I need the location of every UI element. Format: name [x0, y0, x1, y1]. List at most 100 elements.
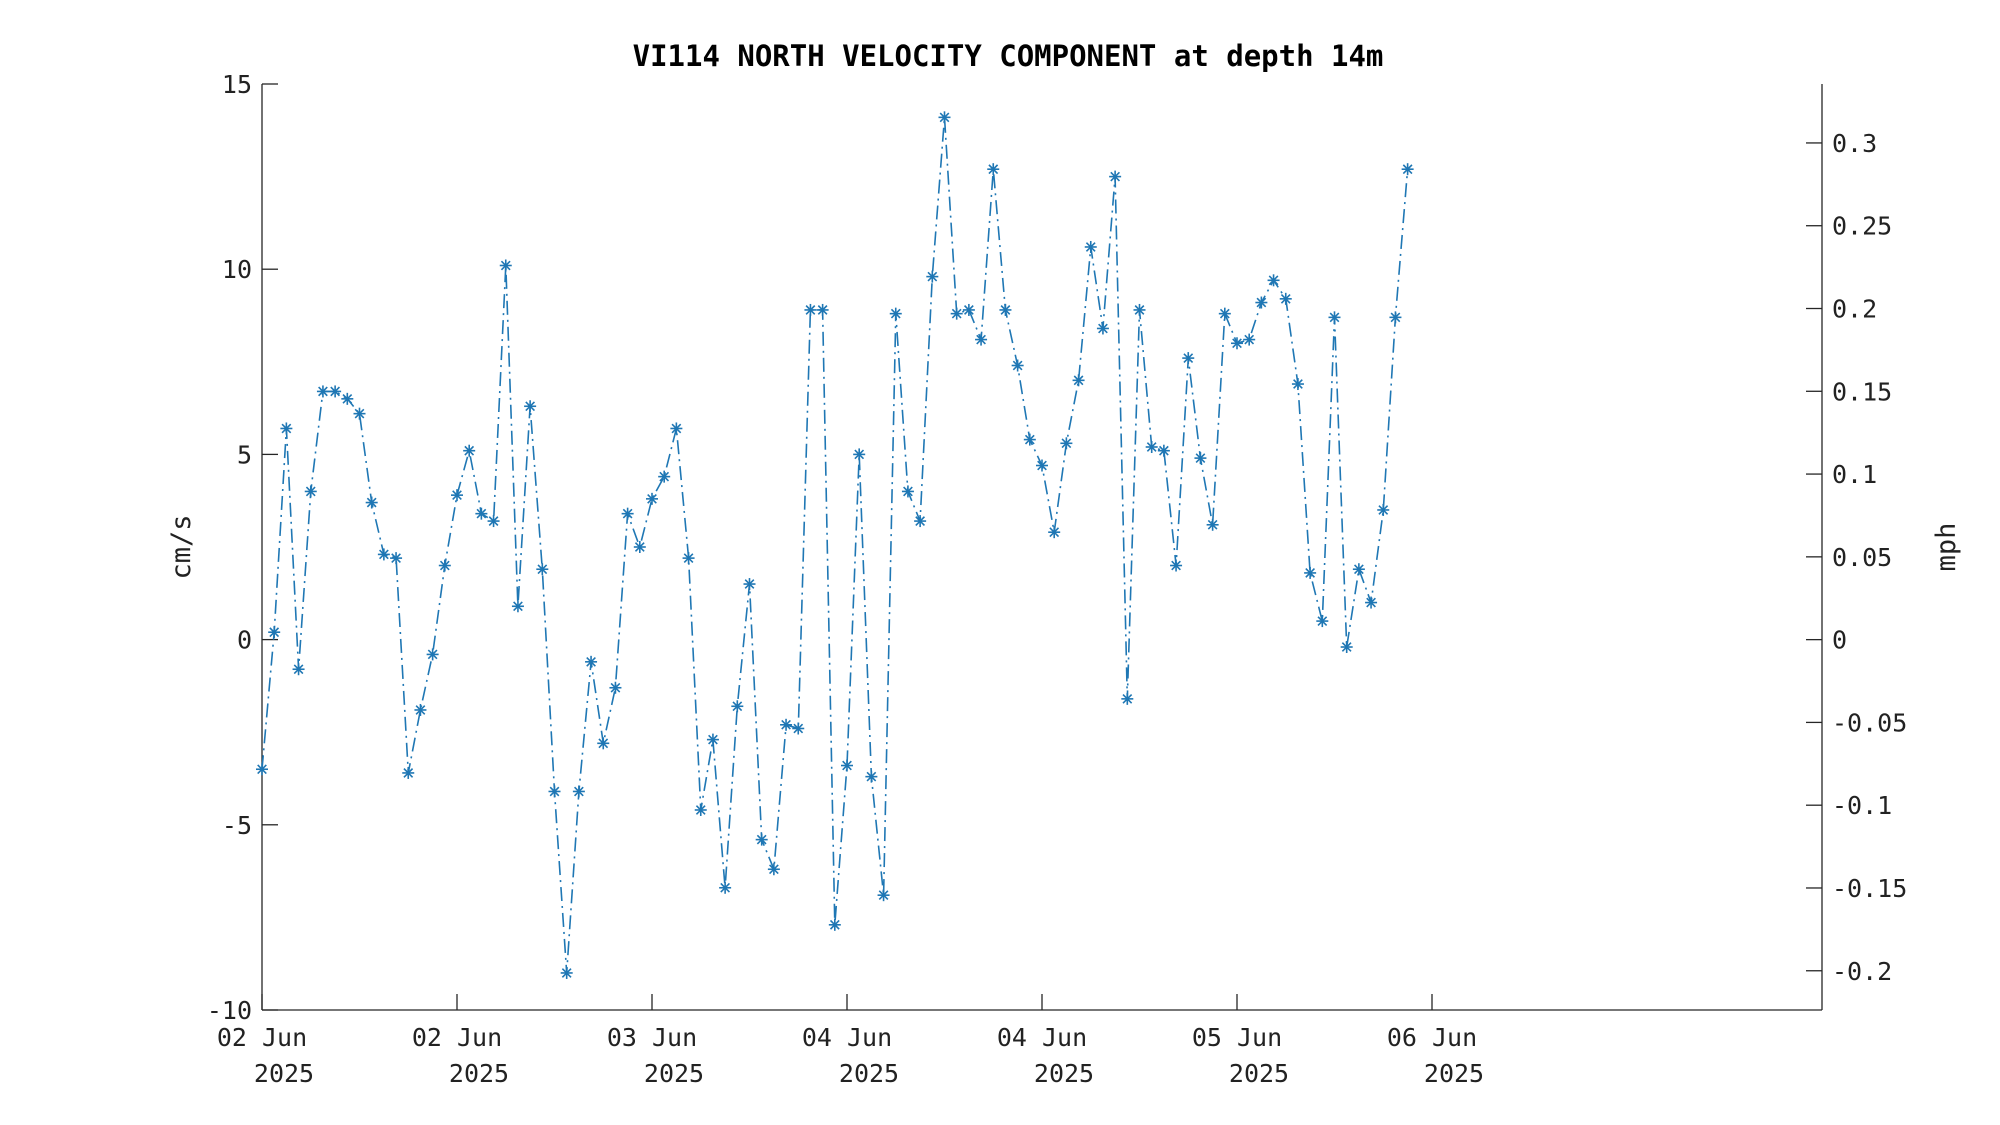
data-point — [1170, 559, 1183, 572]
right-y-tick-label: 0.1 — [1832, 460, 1877, 489]
right-y-tick-label: 0.05 — [1832, 543, 1892, 572]
data-point — [682, 552, 695, 565]
data-point — [256, 763, 268, 776]
left-y-tick-label: 10 — [222, 255, 252, 284]
data-point — [365, 496, 378, 509]
x-tick-label-year: 2025 — [839, 1059, 899, 1088]
x-tick-label-date: 04 Jun — [802, 1023, 892, 1052]
data-point — [524, 400, 537, 413]
data-point — [511, 600, 524, 613]
data-point — [841, 759, 853, 772]
data-point — [316, 385, 329, 398]
data-point — [792, 722, 805, 735]
y-axis-label-left: cm/s — [166, 514, 197, 579]
data-point — [1023, 433, 1036, 446]
x-tick-label-year: 2025 — [644, 1059, 704, 1088]
data-point — [1255, 296, 1268, 309]
data-point — [329, 385, 342, 398]
data-point — [1304, 566, 1317, 579]
data-point — [499, 259, 512, 272]
data-point — [694, 803, 707, 816]
left-y-tick-label: 5 — [237, 440, 252, 469]
series-line — [261, 117, 1409, 974]
data-point — [402, 766, 415, 779]
data-point — [1316, 615, 1329, 628]
data-point — [646, 492, 658, 505]
data-point — [1194, 452, 1207, 465]
left-y-tick-label: 0 — [237, 626, 252, 655]
data-point — [914, 515, 927, 528]
data-point — [743, 578, 756, 591]
data-point — [877, 889, 890, 902]
data-point — [1218, 307, 1231, 320]
data-point — [1340, 641, 1353, 654]
data-point — [633, 541, 646, 553]
data-point — [280, 422, 293, 435]
data-point — [987, 163, 1000, 176]
x-tick-label-date: 04 Jun — [997, 1023, 1087, 1052]
data-point — [755, 833, 768, 846]
data-point — [1048, 526, 1061, 539]
y-axis-label-right: mph — [1931, 523, 1962, 572]
data-point — [1279, 292, 1292, 305]
data-point — [1036, 459, 1048, 472]
x-ticks: 02 Jun 2025 02 Jun 2025 03 Jun 2025 04 Jun 2025… — [217, 994, 1484, 1088]
data-point — [670, 422, 683, 435]
data-point — [1328, 311, 1341, 324]
right-y-tick-label: 0.3 — [1832, 129, 1877, 158]
data-point — [1231, 337, 1243, 350]
data-point — [706, 733, 719, 746]
data-point — [828, 918, 841, 931]
left-y-tick-label: 15 — [222, 70, 252, 99]
data-point — [292, 663, 305, 676]
left-y-tick-label: -10 — [207, 996, 252, 1025]
right-y-tick-label: 0 — [1832, 626, 1847, 655]
series-velocity — [256, 111, 1414, 979]
data-point — [487, 515, 500, 528]
data-point — [1401, 163, 1414, 176]
data-point — [426, 648, 439, 661]
data-point — [560, 966, 573, 979]
right-y-tick-label: 0.2 — [1832, 295, 1877, 324]
data-point — [572, 785, 585, 798]
data-point — [719, 881, 732, 894]
data-point — [1072, 374, 1085, 387]
data-point — [658, 470, 671, 483]
data-point — [1060, 437, 1073, 450]
data-point — [865, 770, 878, 783]
x-tick-label-year: 2025 — [1229, 1059, 1289, 1088]
data-point — [377, 548, 390, 561]
data-point — [1206, 518, 1219, 531]
data-point — [1109, 170, 1122, 183]
data-point — [609, 681, 622, 694]
axes — [261, 84, 1823, 1011]
x-tick-label-date: 02 Jun — [412, 1023, 502, 1052]
data-point — [1243, 333, 1256, 346]
x-tick-label-date: 02 Jun — [217, 1023, 307, 1052]
x-tick-label-year: 2025 — [1034, 1059, 1094, 1088]
right-y-tick-label: 0.25 — [1832, 212, 1892, 241]
data-point — [268, 626, 281, 639]
data-point — [438, 559, 451, 572]
x-tick-label-date: 03 Jun — [607, 1023, 697, 1052]
data-point — [475, 507, 488, 520]
right-y-ticks: -0.2 -0.15 -0.1 -0.05 0 0.05 0.1 0.15 0.2 0.25 0.3 — [1806, 129, 1907, 986]
data-point — [1133, 303, 1146, 316]
data-point — [1121, 692, 1134, 705]
data-point — [975, 333, 988, 346]
x-tick-label-year: 2025 — [1424, 1059, 1484, 1088]
data-point — [585, 655, 598, 668]
left-y-ticks: -10 -5 0 5 10 15 — [207, 70, 278, 1025]
data-point — [816, 303, 829, 316]
data-point — [926, 270, 939, 283]
x-tick-label-year: 2025 — [449, 1059, 509, 1088]
data-point — [621, 507, 634, 520]
x-tick-label-year: 2025 — [254, 1059, 314, 1088]
data-point — [1084, 240, 1097, 253]
data-point — [1182, 352, 1195, 365]
data-point — [353, 407, 366, 420]
data-point — [731, 700, 744, 713]
series-markers — [256, 111, 1414, 979]
data-point — [463, 444, 476, 457]
data-point — [414, 703, 427, 716]
